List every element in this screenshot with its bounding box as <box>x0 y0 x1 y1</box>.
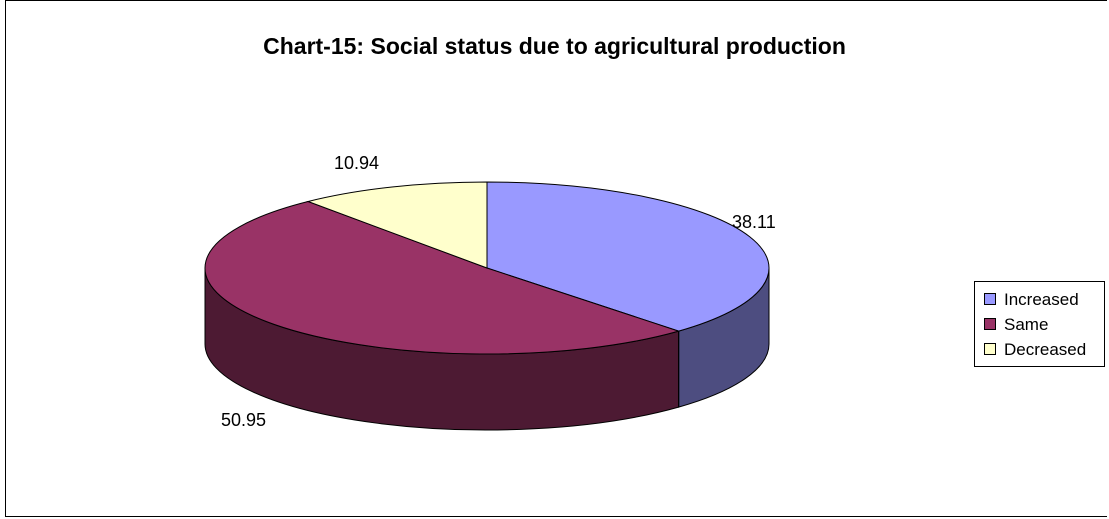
data-label-same: 50.95 <box>221 410 267 430</box>
legend-item-same: Same <box>975 312 1104 337</box>
legend-label-decreased: Decreased <box>1004 340 1087 359</box>
data-label-decreased: 10.94 <box>334 153 380 173</box>
chart-title: Chart-15: Social status due to agricultu… <box>263 33 846 59</box>
legend-swatch-same <box>984 318 996 330</box>
slice-decreased <box>306 181 488 269</box>
legend-swatch-decreased <box>984 343 996 355</box>
legend-label-same: Same <box>1004 315 1049 334</box>
legend-swatch-increased <box>984 293 996 305</box>
legend-item-decreased: Decreased <box>975 337 1104 362</box>
legend-label-increased: Increased <box>1004 290 1079 309</box>
legend: Increased Same Decreased <box>974 281 1105 367</box>
slice-increased <box>486 181 770 332</box>
data-label-increased: 38.11 <box>732 212 776 232</box>
slice-same <box>204 201 681 355</box>
legend-item-increased: Increased <box>975 287 1104 312</box>
